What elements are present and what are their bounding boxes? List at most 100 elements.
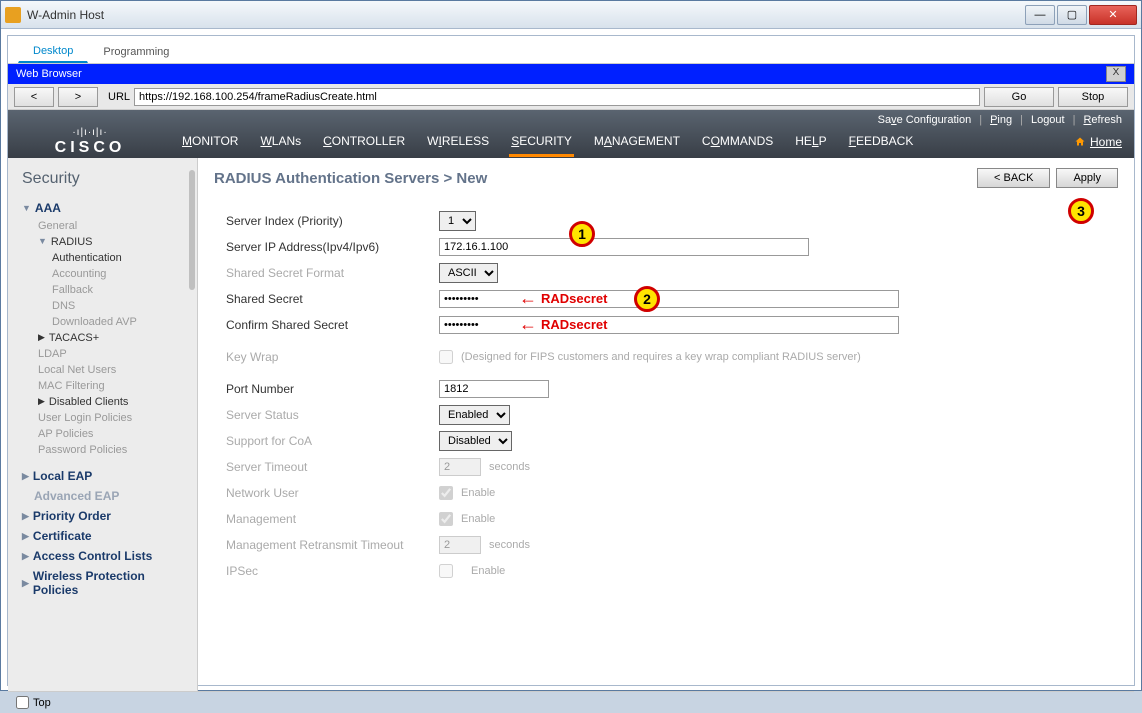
seconds-label-1: seconds: [489, 461, 530, 473]
management-label: Management: [214, 512, 439, 526]
menu-management[interactable]: MANAGEMENT: [592, 128, 682, 157]
server-index-select[interactable]: 1: [439, 211, 476, 231]
menu-help[interactable]: HELP: [793, 128, 828, 157]
network-user-label: Network User: [214, 486, 439, 500]
browser-close-button[interactable]: X: [1106, 66, 1126, 82]
seconds-label-2: seconds: [489, 539, 530, 551]
sidebar-item-disabled-clients[interactable]: ▶Disabled Clients: [8, 394, 197, 410]
sidebar-scrollbar[interactable]: [189, 170, 195, 290]
tab-programming[interactable]: Programming: [88, 39, 184, 63]
sidebar-item-mac-filtering[interactable]: MAC Filtering: [8, 378, 197, 394]
sidebar-item-fallback[interactable]: Fallback: [8, 282, 197, 298]
secret-format-label: Shared Secret Format: [214, 266, 439, 280]
annotation-radsecret-2: RADsecret: [519, 314, 607, 335]
coa-select[interactable]: Disabled: [439, 431, 512, 451]
sidebar-item-advanced-eap[interactable]: Advanced EAP: [8, 486, 197, 506]
sidebar-item-certificate[interactable]: ▶Certificate: [8, 526, 197, 546]
chevron-right-icon: ▶: [22, 471, 29, 482]
ping-link[interactable]: Ping: [990, 114, 1012, 126]
nav-forward-button[interactable]: >: [58, 87, 98, 107]
mgmt-retransmit-input[interactable]: [439, 536, 481, 554]
chevron-right-icon: ▶: [38, 332, 45, 344]
url-input[interactable]: [134, 88, 980, 106]
save-config-link[interactable]: Save Configuration: [878, 114, 972, 126]
home-link[interactable]: Home: [1074, 135, 1122, 149]
menu-commands[interactable]: COMMANDS: [700, 128, 775, 157]
secret-format-select[interactable]: ASCII: [439, 263, 498, 283]
app-window: W-Admin Host — ▢ ✕ Desktop Programming W…: [0, 0, 1142, 691]
browser-titlebar: Web Browser X: [8, 64, 1134, 84]
mgmt-retransmit-label: Management Retransmit Timeout: [214, 538, 439, 552]
nav-back-button[interactable]: <: [14, 87, 54, 107]
apply-button[interactable]: Apply: [1056, 168, 1118, 188]
sidebar-item-radius[interactable]: ▼RADIUS: [8, 234, 197, 250]
chevron-right-icon: ▶: [22, 578, 29, 589]
back-button[interactable]: < BACK: [977, 168, 1050, 188]
menu-wlans[interactable]: WLANs: [258, 128, 303, 157]
main-area: Security ▼AAA General ▼RADIUS Authentica…: [8, 158, 1134, 691]
port-input[interactable]: [439, 380, 549, 398]
sidebar-item-general[interactable]: General: [8, 218, 197, 234]
timeout-input[interactable]: [439, 458, 481, 476]
refresh-link[interactable]: Refresh: [1083, 114, 1122, 126]
server-ip-input[interactable]: [439, 238, 809, 256]
logout-link[interactable]: Logout: [1031, 114, 1065, 126]
maximize-button[interactable]: ▢: [1057, 5, 1087, 25]
ipsec-checkbox[interactable]: [439, 564, 453, 578]
sidebar-item-wireless-protection[interactable]: ▶Wireless Protection Policies: [8, 566, 197, 600]
sidebar-item-acl[interactable]: ▶Access Control Lists: [8, 546, 197, 566]
chevron-down-icon: ▼: [38, 236, 47, 248]
stop-button[interactable]: Stop: [1058, 87, 1128, 107]
management-checkbox[interactable]: [439, 512, 453, 526]
main-menu: MONITOR WLANs CONTROLLER WIRELESS SECURI…: [180, 128, 1074, 157]
sidebar-item-accounting[interactable]: Accounting: [8, 266, 197, 282]
sidebar-item-user-login-policies[interactable]: User Login Policies: [8, 410, 197, 426]
cisco-logo: ·ı|ı·ı|ı· CISCO: [20, 127, 160, 157]
url-label: URL: [108, 91, 130, 103]
window-body: Desktop Programming Web Browser X < > UR…: [1, 29, 1141, 692]
confirm-secret-input[interactable]: [439, 316, 899, 334]
timeout-label: Server Timeout: [214, 460, 439, 474]
app-icon: [5, 7, 21, 23]
sidebar-item-ap-policies[interactable]: AP Policies: [8, 426, 197, 442]
content-header: RADIUS Authentication Servers > New < BA…: [214, 168, 1118, 188]
callout-2: 2: [634, 286, 660, 312]
sidebar-item-local-eap[interactable]: ▶Local EAP: [8, 466, 197, 486]
shared-secret-input[interactable]: [439, 290, 899, 308]
sidebar-item-ldap[interactable]: LDAP: [8, 346, 197, 362]
status-select[interactable]: Enabled: [439, 405, 510, 425]
server-index-label: Server Index (Priority): [214, 214, 439, 228]
sidebar: Security ▼AAA General ▼RADIUS Authentica…: [8, 158, 198, 691]
keywrap-hint: (Designed for FIPS customers and require…: [461, 351, 861, 363]
close-button[interactable]: ✕: [1089, 5, 1137, 25]
enable-label-2: Enable: [461, 513, 495, 525]
minimize-button[interactable]: —: [1025, 5, 1055, 25]
form: Server Index (Priority) 1 Server IP Addr…: [214, 208, 1118, 584]
menu-monitor[interactable]: MONITOR: [180, 128, 240, 157]
top-checkbox[interactable]: [16, 696, 29, 709]
sidebar-item-dns[interactable]: DNS: [8, 298, 197, 314]
sidebar-item-downloaded-avp[interactable]: Downloaded AVP: [8, 314, 197, 330]
window-title: W-Admin Host: [27, 8, 1025, 22]
annotation-radsecret-1: RADsecret: [519, 288, 607, 309]
tab-desktop[interactable]: Desktop: [18, 38, 88, 63]
sidebar-item-local-net-users[interactable]: Local Net Users: [8, 362, 197, 378]
go-button[interactable]: Go: [984, 87, 1054, 107]
callout-1: 1: [569, 221, 595, 247]
footer: Top: [8, 691, 1134, 713]
menu-controller[interactable]: CONTROLLER: [321, 128, 407, 157]
network-user-checkbox[interactable]: [439, 486, 453, 500]
sidebar-item-priority-order[interactable]: ▶Priority Order: [8, 506, 197, 526]
sidebar-item-tacacs[interactable]: ▶TACACS+: [8, 330, 197, 346]
chevron-down-icon: ▼: [22, 203, 31, 213]
sidebar-item-password-policies[interactable]: Password Policies: [8, 442, 197, 458]
sidebar-item-aaa[interactable]: ▼AAA: [8, 198, 197, 218]
chevron-right-icon: ▶: [38, 396, 45, 408]
menu-wireless[interactable]: WIRELESS: [425, 128, 491, 157]
menu-feedback[interactable]: FEEDBACK: [847, 128, 916, 157]
sidebar-title: Security: [8, 166, 197, 198]
sidebar-item-authentication[interactable]: Authentication: [8, 250, 197, 266]
browser-title-text: Web Browser: [16, 68, 82, 80]
menu-security[interactable]: SECURITY: [509, 128, 574, 157]
keywrap-checkbox[interactable]: [439, 350, 453, 364]
